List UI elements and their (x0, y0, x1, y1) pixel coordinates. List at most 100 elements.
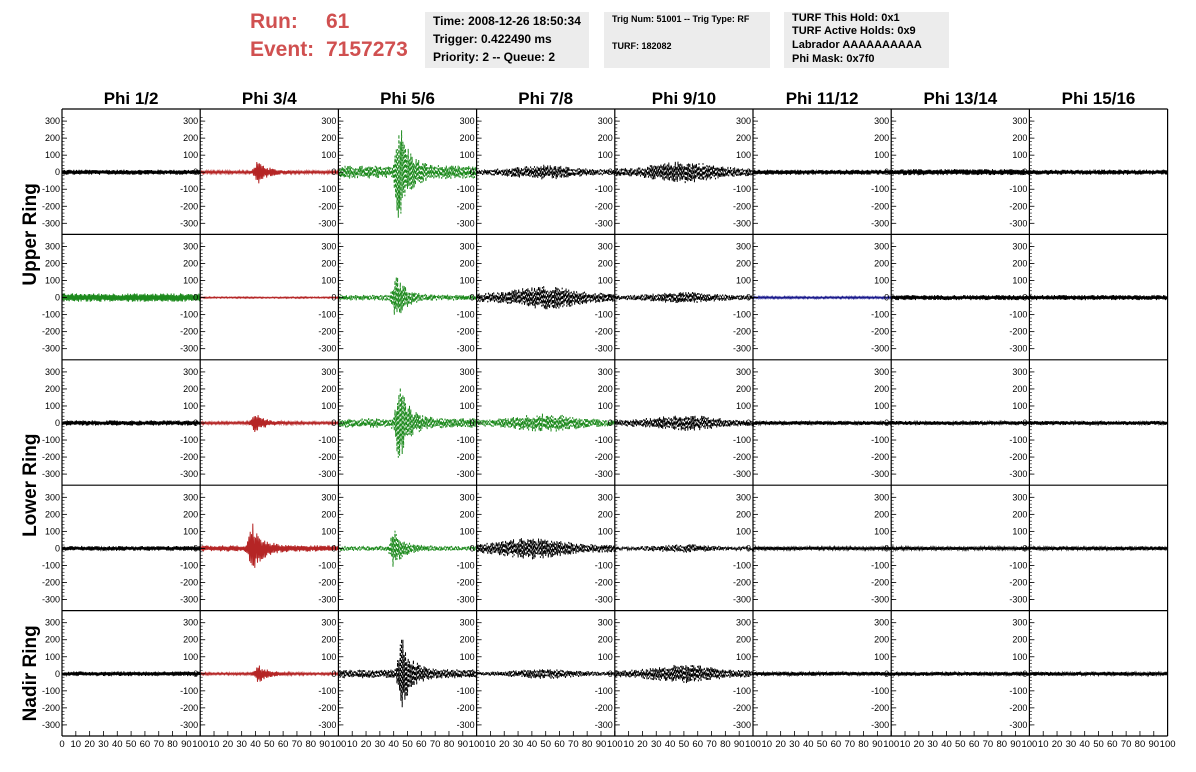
labrador-text: Labrador AAAAAAAAAA (792, 39, 922, 51)
run-label: Run: (250, 10, 298, 33)
y-tick-label: 100 (736, 526, 751, 536)
y-tick-label: 300 (183, 618, 198, 628)
x-tick-label: 80 (858, 739, 869, 750)
y-tick-label: -100 (180, 560, 198, 570)
y-tick-label: 200 (460, 133, 475, 143)
x-tick-label: 20 (361, 739, 372, 750)
y-tick-label: -300 (318, 469, 336, 479)
waveform-trace (752, 419, 892, 427)
x-tick-label: 50 (1093, 739, 1104, 750)
x-tick-label: 60 (969, 739, 980, 750)
y-tick-label: -200 (180, 703, 198, 713)
y-tick-label: -300 (733, 218, 751, 228)
y-tick-label: 100 (874, 526, 889, 536)
y-tick-label: -300 (595, 720, 613, 730)
y-tick-label: 0 (331, 418, 336, 428)
y-tick-label: 0 (746, 293, 751, 303)
y-tick-label: 200 (736, 635, 751, 645)
y-tick-label: 0 (331, 293, 336, 303)
y-tick-label: 200 (874, 635, 889, 645)
y-tick-label: 0 (55, 293, 60, 303)
x-tick-label: 60 (554, 739, 565, 750)
y-tick-label: -300 (318, 720, 336, 730)
x-tick-label: 60 (278, 739, 289, 750)
y-tick-label: 300 (321, 492, 336, 502)
y-tick-label: 0 (746, 669, 751, 679)
y-tick-label: 200 (321, 384, 336, 394)
x-tick-label: 70 (706, 739, 717, 750)
waveform-trace (337, 276, 478, 315)
y-tick-label: 100 (45, 276, 60, 286)
y-tick-label: 200 (460, 509, 475, 519)
y-tick-label: -100 (595, 686, 613, 696)
run-event-box: Run: 61 Event: 7157273 (250, 8, 420, 68)
column-header-phi: Phi 1/2 (104, 89, 159, 108)
y-tick-label: 100 (183, 150, 198, 160)
y-tick-label: 200 (45, 133, 60, 143)
x-tick-label: 100 (745, 739, 761, 750)
y-tick-label: 100 (183, 526, 198, 536)
y-tick-label: -200 (318, 201, 336, 211)
waveform-trace (61, 420, 201, 426)
y-tick-label: 300 (460, 116, 475, 126)
y-tick-label: -100 (42, 310, 60, 320)
waveform-trace (476, 538, 616, 560)
y-tick-label: 0 (1022, 293, 1027, 303)
y-tick-label: 0 (884, 669, 889, 679)
y-tick-label: 0 (331, 167, 336, 177)
y-tick-label: -300 (733, 344, 751, 354)
y-tick-label: 100 (460, 150, 475, 160)
y-tick-label: 0 (193, 293, 198, 303)
y-tick-label: -200 (871, 452, 889, 462)
y-tick-label: -200 (457, 327, 475, 337)
y-tick-label: -300 (457, 720, 475, 730)
x-tick-label: 30 (513, 739, 524, 750)
x-tick-label: 10 (900, 739, 911, 750)
x-tick-label: 10 (209, 739, 220, 750)
y-tick-label: 0 (608, 167, 613, 177)
y-tick-label: -300 (180, 344, 198, 354)
y-tick-label: -300 (180, 218, 198, 228)
y-tick-label: 100 (45, 401, 60, 411)
turf-info-box: TURF This Hold: 0x1 TURF Active Holds: 0… (784, 12, 949, 68)
y-tick-label: 100 (598, 401, 613, 411)
y-tick-label: -200 (595, 201, 613, 211)
x-tick-label: 10 (347, 739, 358, 750)
y-tick-label: 300 (45, 242, 60, 252)
y-tick-label: 200 (1012, 384, 1027, 394)
y-tick-label: -300 (595, 344, 613, 354)
time-text: Time: 2008-12-26 18:50:34 (433, 14, 581, 28)
y-tick-label: 300 (1012, 116, 1027, 126)
waveform-trace (476, 413, 616, 433)
y-tick-label: 100 (598, 652, 613, 662)
x-tick-label: 90 (596, 739, 607, 750)
y-tick-label: -200 (1009, 452, 1027, 462)
run-value: 61 (326, 10, 350, 33)
x-tick-label: 20 (775, 739, 786, 750)
time-info-box: Time: 2008-12-26 18:50:34 Trigger: 0.422… (425, 12, 589, 68)
y-tick-label: -200 (1009, 703, 1027, 713)
y-tick-label: -100 (595, 560, 613, 570)
y-tick-label: -200 (42, 577, 60, 587)
y-tick-label: -100 (871, 184, 889, 194)
waveform-trace (614, 161, 754, 184)
y-tick-label: -300 (733, 594, 751, 604)
y-tick-label: 100 (460, 526, 475, 536)
y-tick-label: -100 (871, 310, 889, 320)
y-tick-label: -200 (595, 703, 613, 713)
waveform-trace (614, 664, 754, 684)
y-tick-label: 0 (1022, 669, 1027, 679)
y-tick-label: -200 (871, 703, 889, 713)
waveform-trace (476, 286, 616, 310)
x-tick-label: 30 (1066, 739, 1077, 750)
y-tick-label: 0 (1022, 418, 1027, 428)
y-tick-label: -200 (733, 201, 751, 211)
y-tick-label: 200 (45, 384, 60, 394)
x-tick-label: 60 (692, 739, 703, 750)
y-tick-label: 300 (598, 116, 613, 126)
y-tick-label: -200 (318, 703, 336, 713)
y-tick-label: 200 (874, 384, 889, 394)
x-tick-label: 90 (872, 739, 883, 750)
y-tick-label: 100 (874, 652, 889, 662)
y-tick-label: -100 (180, 310, 198, 320)
